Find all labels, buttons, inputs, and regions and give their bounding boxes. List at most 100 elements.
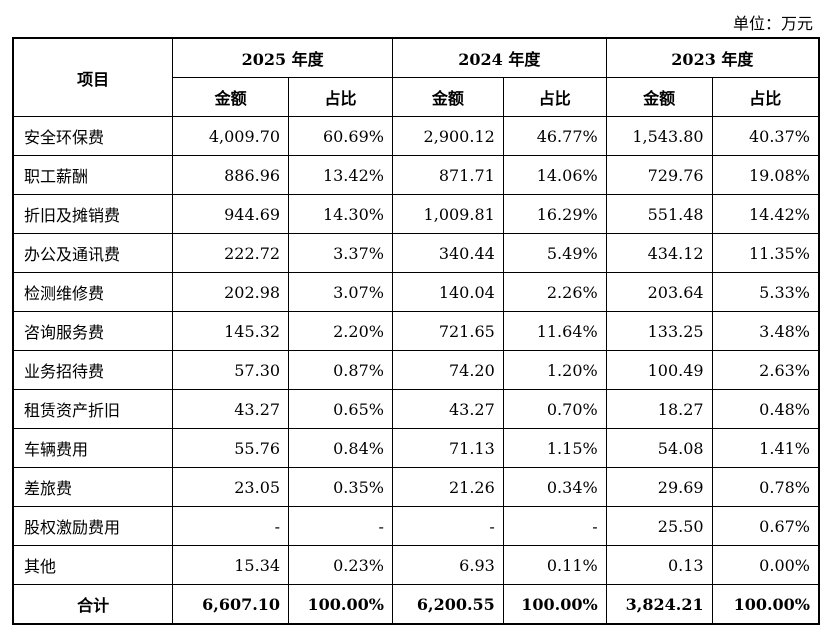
amount-cell: 29.69	[605, 467, 713, 507]
table-row: 咨询服务费 145.32 2.20% 721.65 11.64% 133.25 3.48%	[12, 311, 820, 351]
table-row: 差旅费 23.05 0.35% 21.26 0.34% 29.69 0.78%	[12, 467, 820, 507]
amount-cell: 25.50	[605, 506, 713, 546]
unit-label: 单位：万元	[732, 14, 813, 33]
header-amount: 金额	[605, 77, 713, 117]
ratio-cell: 2.20%	[288, 311, 393, 351]
amount-cell: 100.49	[605, 350, 713, 390]
ratio-cell: 0.70%	[502, 389, 607, 429]
row-label: 职工薪酬	[12, 155, 174, 195]
amount-cell: 721.65	[391, 311, 504, 351]
ratio-cell: 0.48%	[711, 389, 820, 429]
amount-cell: 222.72	[172, 233, 290, 273]
header-amount: 金额	[172, 77, 290, 117]
ratio-cell: 0.11%	[502, 545, 607, 585]
total-row: 合计 6,607.10 100.00% 6,200.55 100.00% 3,824.21…	[12, 584, 820, 625]
amount-cell: 340.44	[391, 233, 504, 273]
row-label: 检测维修费	[12, 272, 174, 312]
amount-cell: 23.05	[172, 467, 290, 507]
amount-cell: 0.13	[605, 545, 713, 585]
amount-cell: 43.27	[391, 389, 504, 429]
ratio-cell: 46.77%	[502, 116, 607, 156]
header-amount: 金额	[391, 77, 504, 117]
ratio-cell: 0.67%	[711, 506, 820, 546]
ratio-cell: 1.20%	[502, 350, 607, 390]
amount-cell: 3,824.21	[605, 584, 713, 625]
ratio-cell: 1.41%	[711, 428, 820, 468]
ratio-cell: 60.69%	[288, 116, 393, 156]
ratio-cell: 0.00%	[711, 545, 820, 585]
row-label: 咨询服务费	[12, 311, 174, 351]
row-label: 业务招待费	[12, 350, 174, 390]
ratio-cell: 0.87%	[288, 350, 393, 390]
table-row: 折旧及摊销费 944.69 14.30% 1,009.81 16.29% 551.48 14…	[12, 194, 820, 234]
amount-cell: 43.27	[172, 389, 290, 429]
ratio-cell: 11.64%	[502, 311, 607, 351]
header-item: 项目	[12, 37, 174, 117]
amount-cell: 145.32	[172, 311, 290, 351]
ratio-cell: 5.49%	[502, 233, 607, 273]
header-year-2024: 2024 年度	[391, 37, 607, 78]
header-year-2025: 2025 年度	[172, 37, 393, 78]
ratio-cell: 11.35%	[711, 233, 820, 273]
ratio-cell: -	[288, 506, 393, 546]
amount-cell: 21.26	[391, 467, 504, 507]
amount-cell: 4,009.70	[172, 116, 290, 156]
ratio-cell: 100.00%	[711, 584, 820, 625]
header-ratio: 占比	[288, 77, 393, 117]
ratio-cell: 3.37%	[288, 233, 393, 273]
table-row: 业务招待费 57.30 0.87% 74.20 1.20% 100.49 2.63%	[12, 350, 820, 390]
ratio-cell: 16.29%	[502, 194, 607, 234]
table-row: 办公及通讯费 222.72 3.37% 340.44 5.49% 434.12 11.35%	[12, 233, 820, 273]
ratio-cell: -	[502, 506, 607, 546]
ratio-cell: 0.34%	[502, 467, 607, 507]
header-year-2023: 2023 年度	[605, 37, 820, 78]
amount-cell: 6.93	[391, 545, 504, 585]
amount-cell: 54.08	[605, 428, 713, 468]
amount-cell: -	[172, 506, 290, 546]
table-row: 车辆费用 55.76 0.84% 71.13 1.15% 54.08 1.41%	[12, 428, 820, 468]
amount-cell: 203.64	[605, 272, 713, 312]
amount-cell: 15.34	[172, 545, 290, 585]
ratio-cell: 0.78%	[711, 467, 820, 507]
header-ratio: 占比	[502, 77, 607, 117]
amount-cell: 74.20	[391, 350, 504, 390]
ratio-cell: 14.30%	[288, 194, 393, 234]
ratio-cell: 3.07%	[288, 272, 393, 312]
amount-cell: 434.12	[605, 233, 713, 273]
amount-cell: 71.13	[391, 428, 504, 468]
row-label: 股权激励费用	[12, 506, 174, 546]
table-row: 其他 15.34 0.23% 6.93 0.11% 0.13 0.00%	[12, 545, 820, 585]
ratio-cell: 0.23%	[288, 545, 393, 585]
table-row: 租赁资产折旧 43.27 0.65% 43.27 0.70% 18.27 0.48%	[12, 389, 820, 429]
amount-cell: 140.04	[391, 272, 504, 312]
amount-cell: 6,200.55	[391, 584, 504, 625]
amount-cell: 871.71	[391, 155, 504, 195]
ratio-cell: 2.63%	[711, 350, 820, 390]
amount-cell: -	[391, 506, 504, 546]
ratio-cell: 14.06%	[502, 155, 607, 195]
ratio-cell: 40.37%	[711, 116, 820, 156]
row-label: 租赁资产折旧	[12, 389, 174, 429]
ratio-cell: 0.84%	[288, 428, 393, 468]
expense-table: 项目 2025 年度 2024 年度 2023 年度 金额 占比 金额 占比 金…	[12, 37, 820, 625]
row-label: 差旅费	[12, 467, 174, 507]
table-row: 股权激励费用 - - - -25.50 0.67%	[12, 506, 820, 546]
ratio-cell: 0.35%	[288, 467, 393, 507]
amount-cell: 133.25	[605, 311, 713, 351]
amount-cell: 729.76	[605, 155, 713, 195]
amount-cell: 57.30	[172, 350, 290, 390]
amount-cell: 886.96	[172, 155, 290, 195]
amount-cell: 1,009.81	[391, 194, 504, 234]
amount-cell: 1,543.80	[605, 116, 713, 156]
row-label: 安全环保费	[12, 116, 174, 156]
table-row: 检测维修费 202.98 3.07% 140.04 2.26% 203.64 5.33%	[12, 272, 820, 312]
amount-cell: 6,607.10	[172, 584, 290, 625]
table-row: 职工薪酬 886.96 13.42% 871.71 14.06% 729.76 19.08%	[12, 155, 820, 195]
amount-cell: 18.27	[605, 389, 713, 429]
ratio-cell: 14.42%	[711, 194, 820, 234]
row-label: 其他	[12, 545, 174, 585]
ratio-cell: 13.42%	[288, 155, 393, 195]
ratio-cell: 100.00%	[502, 584, 607, 625]
amount-cell: 2,900.12	[391, 116, 504, 156]
header-ratio: 占比	[711, 77, 820, 117]
